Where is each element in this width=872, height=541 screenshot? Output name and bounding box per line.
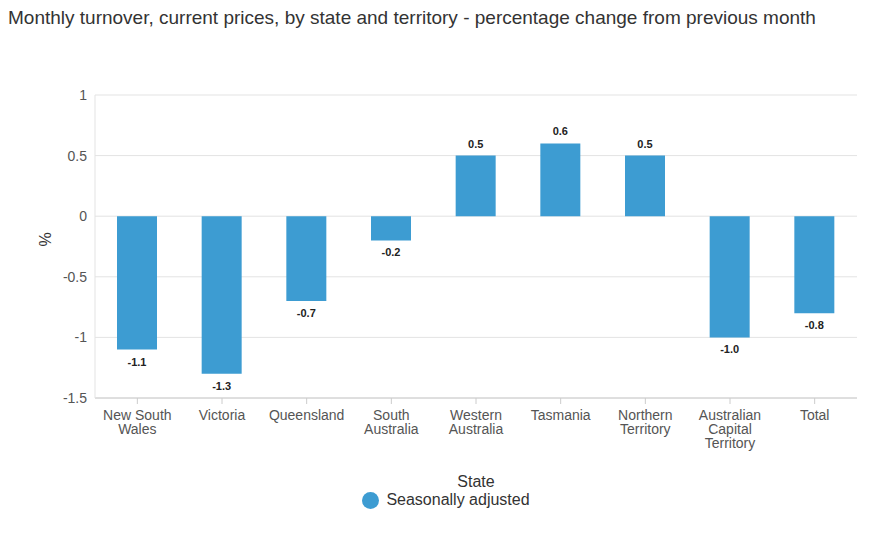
svg-text:0.5: 0.5: [68, 148, 88, 164]
svg-text:-1.3: -1.3: [212, 380, 231, 392]
svg-text:State: State: [457, 473, 494, 490]
svg-text:-1.5: -1.5: [63, 390, 87, 406]
svg-text:%: %: [37, 232, 54, 246]
svg-text:-0.2: -0.2: [382, 246, 401, 258]
svg-text:0: 0: [79, 208, 87, 224]
svg-text:-0.5: -0.5: [63, 269, 87, 285]
svg-text:1: 1: [79, 87, 87, 103]
svg-text:AustralianCapitalTerritory: AustralianCapitalTerritory: [699, 407, 761, 451]
svg-text:Victoria: Victoria: [199, 407, 246, 423]
html-text:Monthly turnover, current pric: Monthly turnover, current prices, by sta…: [8, 7, 816, 28]
svg-text:New SouthWales: New SouthWales: [103, 407, 171, 437]
svg-text:0.5: 0.5: [637, 138, 652, 150]
svg-text:-1.0: -1.0: [720, 343, 739, 355]
svg-text:-0.7: -0.7: [297, 307, 316, 319]
svg-text:Total: Total: [800, 407, 830, 423]
svg-text:Queensland: Queensland: [269, 407, 345, 423]
svg-text:0.5: 0.5: [468, 138, 483, 150]
svg-text:-1: -1: [75, 329, 88, 345]
svg-text:0.6: 0.6: [553, 125, 568, 137]
html-text:Seasonally adjusted: Seasonally adjusted: [386, 491, 530, 508]
svg-text:WesternAustralia: WesternAustralia: [449, 407, 504, 437]
svg-text:-1.1: -1.1: [128, 356, 147, 368]
svg-text:Tasmania: Tasmania: [531, 407, 591, 423]
svg-text:-0.8: -0.8: [805, 319, 824, 331]
svg-text:NorthernTerritory: NorthernTerritory: [618, 407, 672, 437]
svg-text:SouthAustralia: SouthAustralia: [364, 407, 419, 437]
